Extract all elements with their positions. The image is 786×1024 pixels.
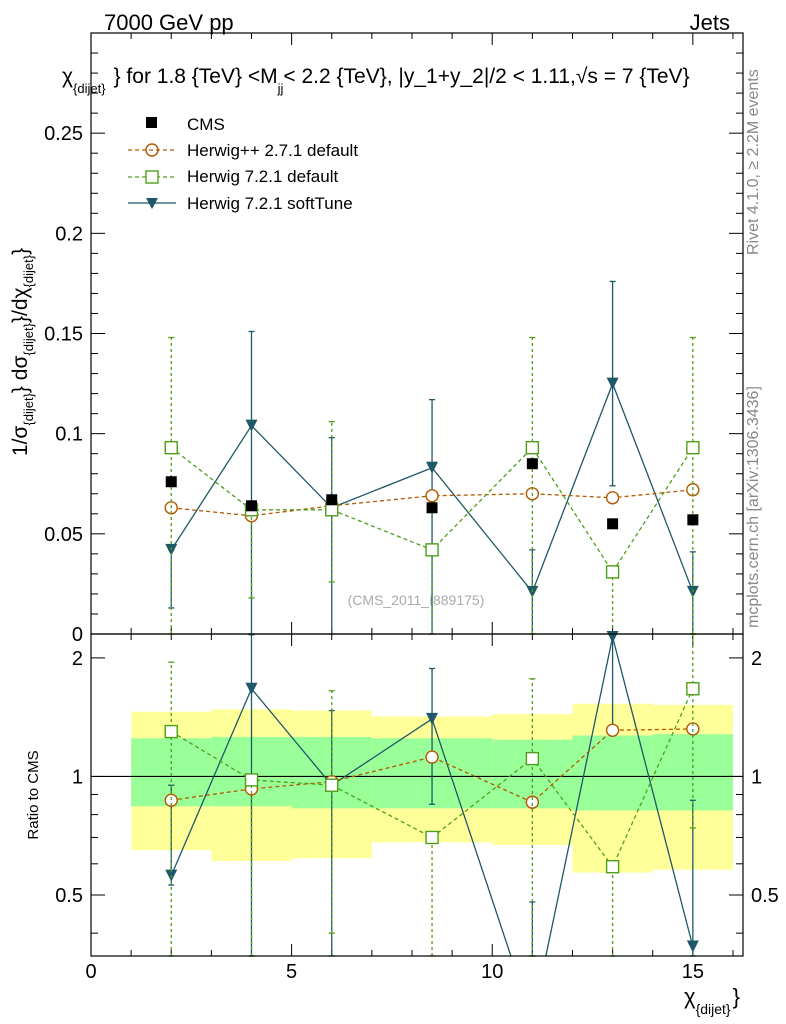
softtune-point	[606, 631, 619, 644]
x-axis-label: χ{dijet}}	[684, 984, 740, 1017]
softtune-point	[245, 682, 258, 695]
cms-point	[426, 502, 438, 514]
ratio-y-tick-label-right: 1	[751, 766, 762, 788]
cms-point	[607, 518, 619, 530]
herwigpp-point	[605, 491, 620, 505]
herwigpp-point	[425, 750, 439, 764]
legend-label-herwigpp: Herwig++ 2.7.1 default	[187, 141, 358, 160]
legend-label-softtune: Herwig 7.2.1 softTune	[187, 194, 353, 213]
x-tick-label: 10	[481, 961, 503, 983]
x-tick-label: 15	[682, 961, 704, 983]
mcplots-reference-label: mcplots.cern.ch [arXiv:1306.3436]	[745, 386, 762, 628]
herwigpp-point	[164, 793, 178, 807]
herwig721-point	[325, 778, 339, 792]
herwig721-point	[425, 830, 439, 845]
herwig721-point	[164, 724, 178, 739]
ratio-y-tick-label-right: 0.5	[751, 885, 779, 907]
ratio-y-axis-label: Ratio to CMS	[25, 750, 42, 839]
x-tick-label: 5	[286, 961, 297, 983]
legend: CMS Herwig++ 2.7.1 default Herwig 7.2.1 …	[128, 115, 358, 213]
herwig721-point	[686, 440, 700, 455]
herwig721-point	[605, 859, 620, 874]
legend-marker-softtune	[146, 198, 158, 209]
herwig721-point	[164, 440, 178, 455]
legend-label-herwig721: Herwig 7.2.1 default	[187, 167, 338, 186]
herwig721-point	[686, 682, 700, 696]
ratio-y-tick-label: 1	[72, 766, 83, 788]
y-tick-label: 0.1	[55, 424, 83, 446]
ratio-y-tick-label: 2	[72, 648, 83, 670]
herwig721-point	[325, 503, 339, 517]
herwig721-point	[525, 440, 540, 455]
y-tick-label: 0.05	[44, 524, 83, 546]
herwig721-point	[425, 543, 439, 557]
analysis-watermark: (CMS_2011_I889175)	[348, 592, 485, 608]
cms-point	[245, 500, 257, 512]
herwig721-point	[525, 751, 540, 766]
herwigpp-point	[425, 489, 439, 503]
ratio-panel-plot: 0 5 10 15 0.5 0.5 1 1 2 2	[55, 631, 779, 983]
herwigpp-point	[605, 723, 620, 737]
ratio-y-tick-label-right: 2	[751, 648, 762, 670]
main-title: χ{dijet}} for 1.8 {TeV} <Mjj< 2.2 {TeV},…	[62, 65, 690, 96]
y-tick-label: 0.2	[55, 223, 83, 245]
ratio-band-inner	[572, 735, 653, 811]
cms-point	[687, 514, 699, 526]
ratio-panel-frame	[90, 633, 744, 957]
herwig721-point	[244, 773, 259, 787]
cms-point	[326, 494, 338, 506]
y-tick-label: 0.25	[44, 123, 83, 145]
cms-point	[526, 458, 538, 470]
legend-marker-herwigpp	[145, 143, 159, 157]
x-tick-label: 0	[85, 961, 96, 983]
header-left: 7000 GeV pp	[104, 10, 234, 35]
header-right: Jets	[690, 10, 730, 35]
softtune-point	[245, 419, 258, 432]
ratio-y-tick-label: 0.5	[55, 885, 83, 907]
y-tick-label: 0.15	[44, 324, 83, 346]
cms-point	[165, 476, 177, 488]
herwig721-point	[605, 565, 620, 579]
legend-label-cms: CMS	[187, 115, 225, 134]
softtune-point	[686, 940, 699, 953]
softtune-point	[606, 377, 619, 390]
legend-marker-cms	[146, 117, 157, 128]
rivet-version-label: Rivet 4.1.0, ≥ 2.2M events	[745, 69, 762, 255]
y-tick-label: 0	[72, 624, 83, 646]
softtune-point	[426, 461, 439, 474]
main-y-axis-label: 1/σ{dijet}} dσ{dijet}}/dχ{dijet}}	[9, 248, 36, 456]
legend-marker-herwig721	[145, 170, 159, 184]
softtune-point	[426, 712, 439, 725]
herwigpp-point	[525, 795, 540, 809]
